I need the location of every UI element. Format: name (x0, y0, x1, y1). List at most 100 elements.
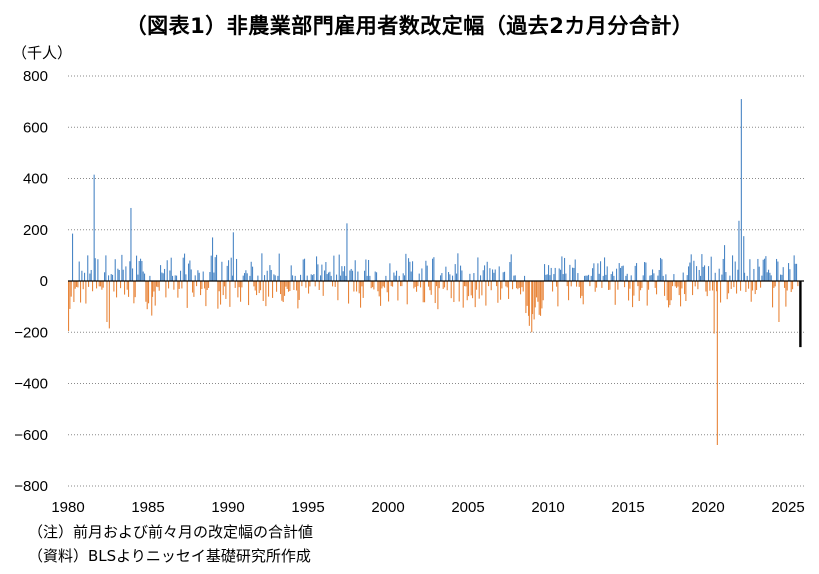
bar (390, 281, 392, 287)
bar (620, 267, 622, 281)
bar (313, 274, 315, 281)
bar (373, 281, 375, 290)
y-tick-label: 600 (23, 119, 48, 136)
bar (208, 281, 210, 288)
bar (232, 232, 234, 281)
bar (338, 254, 340, 281)
bar (652, 269, 654, 281)
bar (177, 281, 179, 298)
bar (640, 281, 642, 291)
bar (426, 265, 428, 281)
bar (326, 274, 328, 281)
bar (773, 281, 775, 288)
bar (102, 281, 104, 288)
bar (416, 281, 418, 292)
bar (332, 281, 334, 287)
bar (377, 281, 379, 292)
bar (201, 281, 203, 289)
bar (748, 281, 750, 289)
bar (430, 281, 432, 295)
bar (354, 260, 356, 281)
bar (505, 281, 507, 287)
bar (490, 281, 492, 291)
bar (654, 281, 656, 288)
bar (220, 281, 222, 305)
bar (85, 281, 87, 304)
bar (217, 281, 219, 309)
bar (216, 254, 218, 281)
bar (70, 281, 72, 297)
notes: （注）前月および前々月の改定幅の合計値 （資料）BLSよりニッセイ基礎研究所作成 (28, 520, 313, 568)
bar (646, 281, 648, 306)
bar (89, 273, 91, 281)
bar (721, 274, 723, 281)
bar (281, 281, 283, 301)
bar (578, 281, 580, 287)
bar (493, 272, 495, 281)
bar (796, 263, 798, 281)
bar (376, 272, 378, 281)
bar (681, 281, 683, 289)
bar (454, 264, 456, 281)
bar (289, 281, 291, 291)
bar (164, 268, 166, 281)
bar (513, 275, 515, 281)
bar (682, 272, 684, 281)
bar (385, 275, 387, 281)
bar (420, 281, 422, 288)
bar (550, 267, 552, 281)
bar (198, 272, 200, 281)
bar (405, 253, 407, 281)
bar (701, 254, 703, 281)
bar (392, 281, 394, 287)
bar (660, 257, 662, 281)
bar (740, 99, 742, 281)
bar (785, 281, 787, 307)
bar (192, 281, 194, 293)
bar (793, 255, 795, 281)
bar (145, 281, 147, 302)
bar (417, 281, 419, 287)
x-tick-label: 1985 (131, 499, 164, 516)
bar (457, 253, 459, 281)
bar (648, 281, 650, 290)
y-tick-label: 800 (23, 68, 48, 85)
bar (82, 281, 84, 290)
bar (273, 274, 275, 281)
bar (240, 281, 242, 302)
bar (772, 281, 774, 308)
bar (310, 274, 312, 281)
bar (262, 281, 264, 301)
bar (461, 270, 463, 281)
bar (249, 275, 251, 281)
bar (380, 281, 382, 306)
bar (641, 281, 643, 288)
bar (369, 275, 371, 281)
bar (120, 281, 122, 289)
bar (689, 262, 691, 281)
bar (157, 281, 159, 288)
bar (361, 281, 363, 287)
bar (541, 281, 543, 309)
bar (736, 281, 738, 294)
bar (318, 281, 320, 290)
bar (146, 281, 148, 310)
bar (104, 272, 106, 281)
bar (718, 268, 720, 281)
bar (137, 274, 139, 281)
bar (509, 262, 511, 281)
bar (692, 281, 694, 296)
bar (238, 281, 240, 288)
bar (202, 271, 204, 281)
bar (480, 275, 482, 281)
bar (602, 275, 604, 281)
bar (94, 258, 96, 281)
bar (321, 264, 323, 281)
bar (434, 281, 436, 304)
bar (152, 281, 154, 297)
bar (504, 271, 506, 281)
bar (709, 281, 711, 291)
bar (705, 281, 707, 292)
bar (298, 281, 300, 300)
bar (484, 265, 486, 281)
